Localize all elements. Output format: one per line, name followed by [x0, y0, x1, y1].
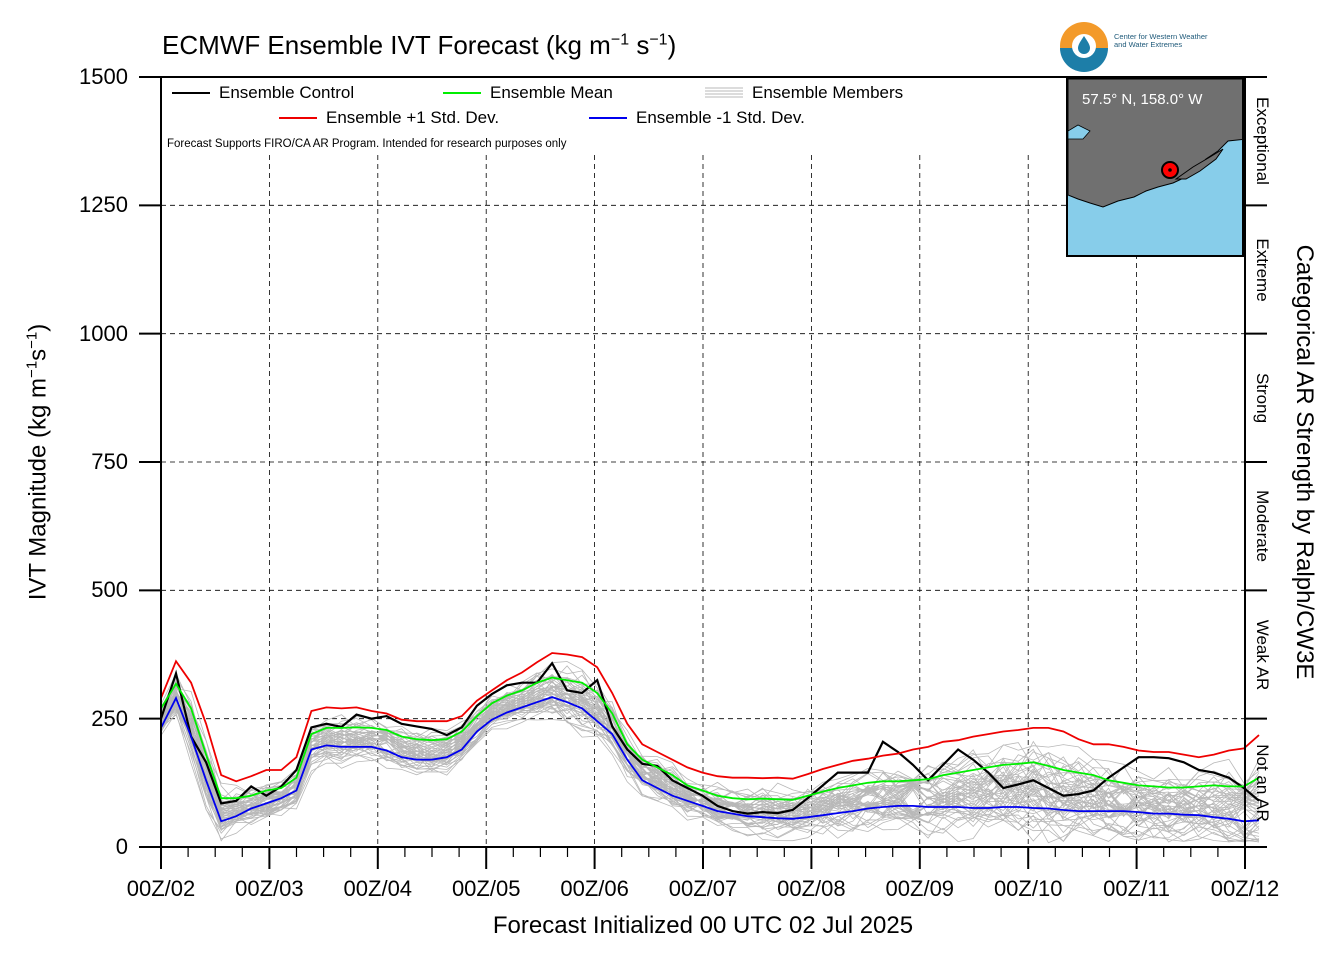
category-label: Strong — [1253, 372, 1272, 423]
ensemble-member-line — [160, 700, 1260, 842]
ensemble-control-line — [159, 661, 1260, 815]
category-label: Extreme — [1253, 237, 1272, 302]
category-label: Weak AR — [1253, 619, 1272, 690]
x-tick-label: 00Z/05 — [451, 876, 521, 901]
ensemble-member-line — [160, 707, 1260, 844]
y-tick-label: 500 — [91, 577, 128, 603]
ensemble-member-line — [160, 680, 1260, 813]
ensemble-member-line — [160, 665, 1260, 801]
y-tick-label: 1500 — [79, 64, 128, 89]
ensemble-1-std-dev-line — [160, 652, 1260, 783]
legend-minus-std: Ensemble -1 Std. Dev. — [636, 108, 805, 127]
ensemble-member-line — [160, 692, 1260, 828]
disclaimer-note: Forecast Supports FIRO/CA AR Program. In… — [167, 138, 567, 150]
category-label: Not an AR — [1253, 744, 1272, 822]
legend-mean: Ensemble Mean — [490, 83, 613, 102]
y-tick-label: 0 — [115, 834, 128, 859]
ensemble-member-line — [160, 684, 1260, 829]
legend-plus-std: Ensemble +1 Std. Dev. — [326, 108, 500, 127]
y-tick-label: 1250 — [79, 192, 128, 218]
x-tick-label: 00Z/08 — [777, 876, 846, 901]
x-tick-label: 00Z/09 — [885, 876, 955, 901]
logo-text: Center for Western Weather and Water Extr… — [1114, 32, 1208, 49]
chart-title: ECMWF Ensemble IVT Forecast (kg m−1 s−1) — [162, 30, 677, 60]
x-tick-label: 00Z/06 — [560, 876, 629, 901]
legend-members: Ensemble Members — [752, 83, 904, 102]
category-label: Moderate — [1253, 490, 1272, 563]
x-tick-label: 00Z/11 — [1103, 876, 1171, 901]
x-tick-label: 00Z/12 — [1210, 876, 1280, 901]
ensemble-member-line — [160, 706, 1260, 843]
y-tick-label: 750 — [91, 449, 128, 474]
y-tick-label: 1000 — [79, 320, 128, 346]
inset-land — [1068, 79, 1242, 208]
ensemble-mean-line — [160, 676, 1260, 801]
x-axis-label: Forecast Initialized 00 UTC 02 Jul 2025 — [492, 912, 914, 939]
x-tick-label: 00Z/03 — [235, 876, 304, 901]
x-tick-label: 00Z/10 — [993, 876, 1063, 901]
legend-control: Ensemble Control — [219, 83, 355, 102]
x-tick-label: 00Z/07 — [668, 876, 738, 901]
ensemble-member-line — [160, 693, 1260, 834]
x-tick-label: 00Z/02 — [126, 876, 196, 901]
y-tick-label: 250 — [91, 705, 128, 731]
ensemble-1-std-dev-line — [160, 695, 1260, 823]
ensemble-member-line — [160, 697, 1260, 843]
x-tick-label: 00Z/04 — [343, 876, 413, 901]
category-label: Exceptional — [1253, 97, 1272, 186]
inset-location-label: 57.5° N, 158.0° W — [1082, 91, 1203, 108]
location-inset-map: 57.5° N, 158.0° W — [1066, 77, 1244, 257]
cw3e-logo-icon — [1060, 22, 1108, 72]
ensemble-member-line — [160, 686, 1260, 816]
ensemble-member-line — [160, 661, 1260, 800]
right-axis-label: Categorical AR Strength by Ralph/CW3E — [1291, 244, 1318, 680]
ensemble-member-line — [160, 704, 1260, 842]
